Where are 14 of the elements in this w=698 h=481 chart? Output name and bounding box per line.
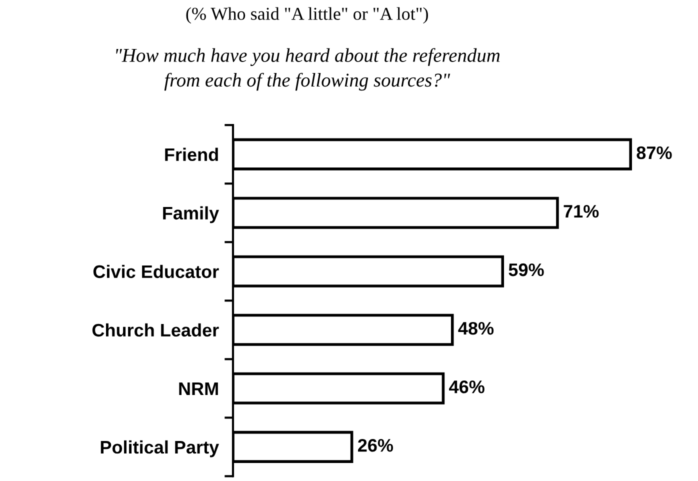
- data-label: 87%: [636, 146, 672, 160]
- data-label: 26%: [358, 438, 394, 452]
- y-tick-label: Political Party: [100, 440, 220, 458]
- y-tick-label: Family: [163, 206, 220, 224]
- y-tick-label: Civic Educator: [93, 264, 219, 278]
- data-label: 48%: [458, 322, 494, 335]
- data-label: 59%: [508, 263, 544, 276]
- y-tick-label: Friend: [165, 148, 218, 162]
- chart-title: (% Who said "A little" or "A lot"): [186, 7, 428, 24]
- y-tick-label: NRM: [179, 382, 218, 395]
- data-label: 46%: [449, 380, 484, 394]
- chart-subtitle: "How much have you heard about the referendum from each of the following sources?": [116, 48, 500, 91]
- y-tick-label: Church Leader: [92, 323, 219, 337]
- data-label: 71%: [564, 204, 599, 218]
